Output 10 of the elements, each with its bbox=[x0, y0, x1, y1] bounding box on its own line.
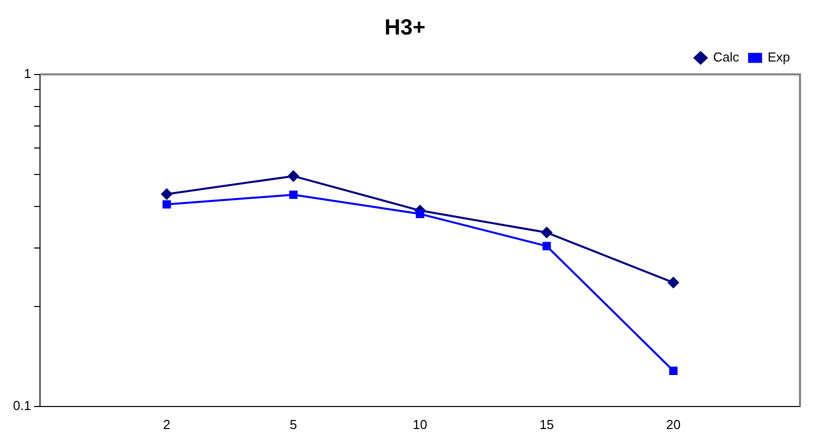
x-tick-label: 20 bbox=[666, 416, 681, 432]
legend-label: Exp bbox=[768, 49, 790, 64]
x-tick-label: 2 bbox=[163, 416, 170, 432]
x-tick-label: 15 bbox=[539, 416, 554, 432]
x-tick-label: 10 bbox=[412, 416, 428, 432]
y-tick-label: 1 bbox=[24, 66, 32, 81]
chart-title: H3+ bbox=[384, 14, 426, 40]
legend-label: Calc bbox=[713, 49, 740, 64]
x-tick-label: 5 bbox=[290, 416, 297, 432]
y-tick-label: 0.1 bbox=[12, 398, 32, 413]
